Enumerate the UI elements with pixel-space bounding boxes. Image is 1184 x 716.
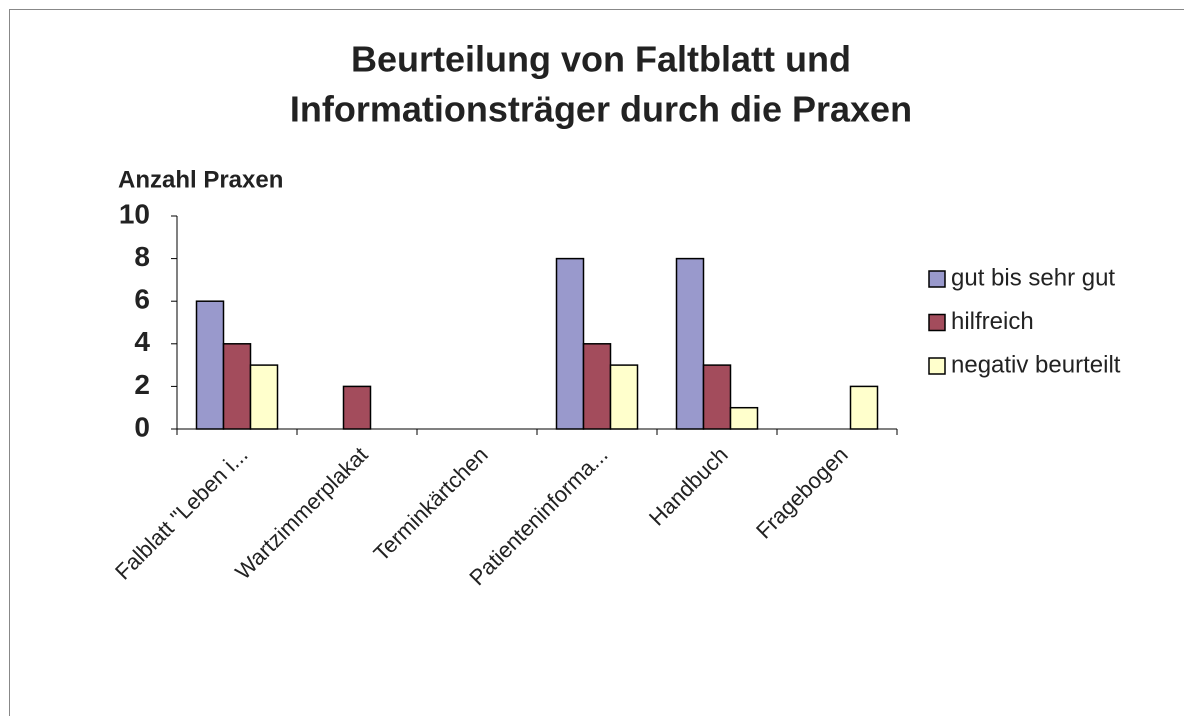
legend-label: negativ beurteilt <box>951 351 1121 378</box>
legend-label: hilfreich <box>951 308 1034 335</box>
legend-label: gut bis sehr gut <box>951 264 1115 291</box>
legend-swatch <box>928 313 946 332</box>
bar <box>729 406 759 430</box>
y-tick-label: 2 <box>134 369 150 400</box>
chart-title: Informationsträger durch die Praxen <box>290 89 912 130</box>
y-tick-label: 4 <box>134 326 150 357</box>
y-tick-label: 6 <box>134 284 150 315</box>
bar <box>249 364 279 430</box>
legend-swatch <box>928 357 946 375</box>
legend-swatch <box>928 270 946 288</box>
bar <box>555 257 585 430</box>
bar <box>849 385 879 430</box>
y-tick-label: 0 <box>134 411 150 442</box>
chart-title: Beurteilung von Faltblatt und <box>351 39 851 80</box>
bar <box>582 343 612 430</box>
bar <box>702 364 732 430</box>
bar <box>195 300 225 430</box>
bar <box>675 257 705 430</box>
y-tick-label: 8 <box>134 241 150 272</box>
bar <box>609 364 639 430</box>
bar <box>342 385 372 430</box>
bar <box>222 343 252 430</box>
y-tick-label: 10 <box>119 198 150 229</box>
y-axis-label: Anzahl Praxen <box>118 166 283 193</box>
